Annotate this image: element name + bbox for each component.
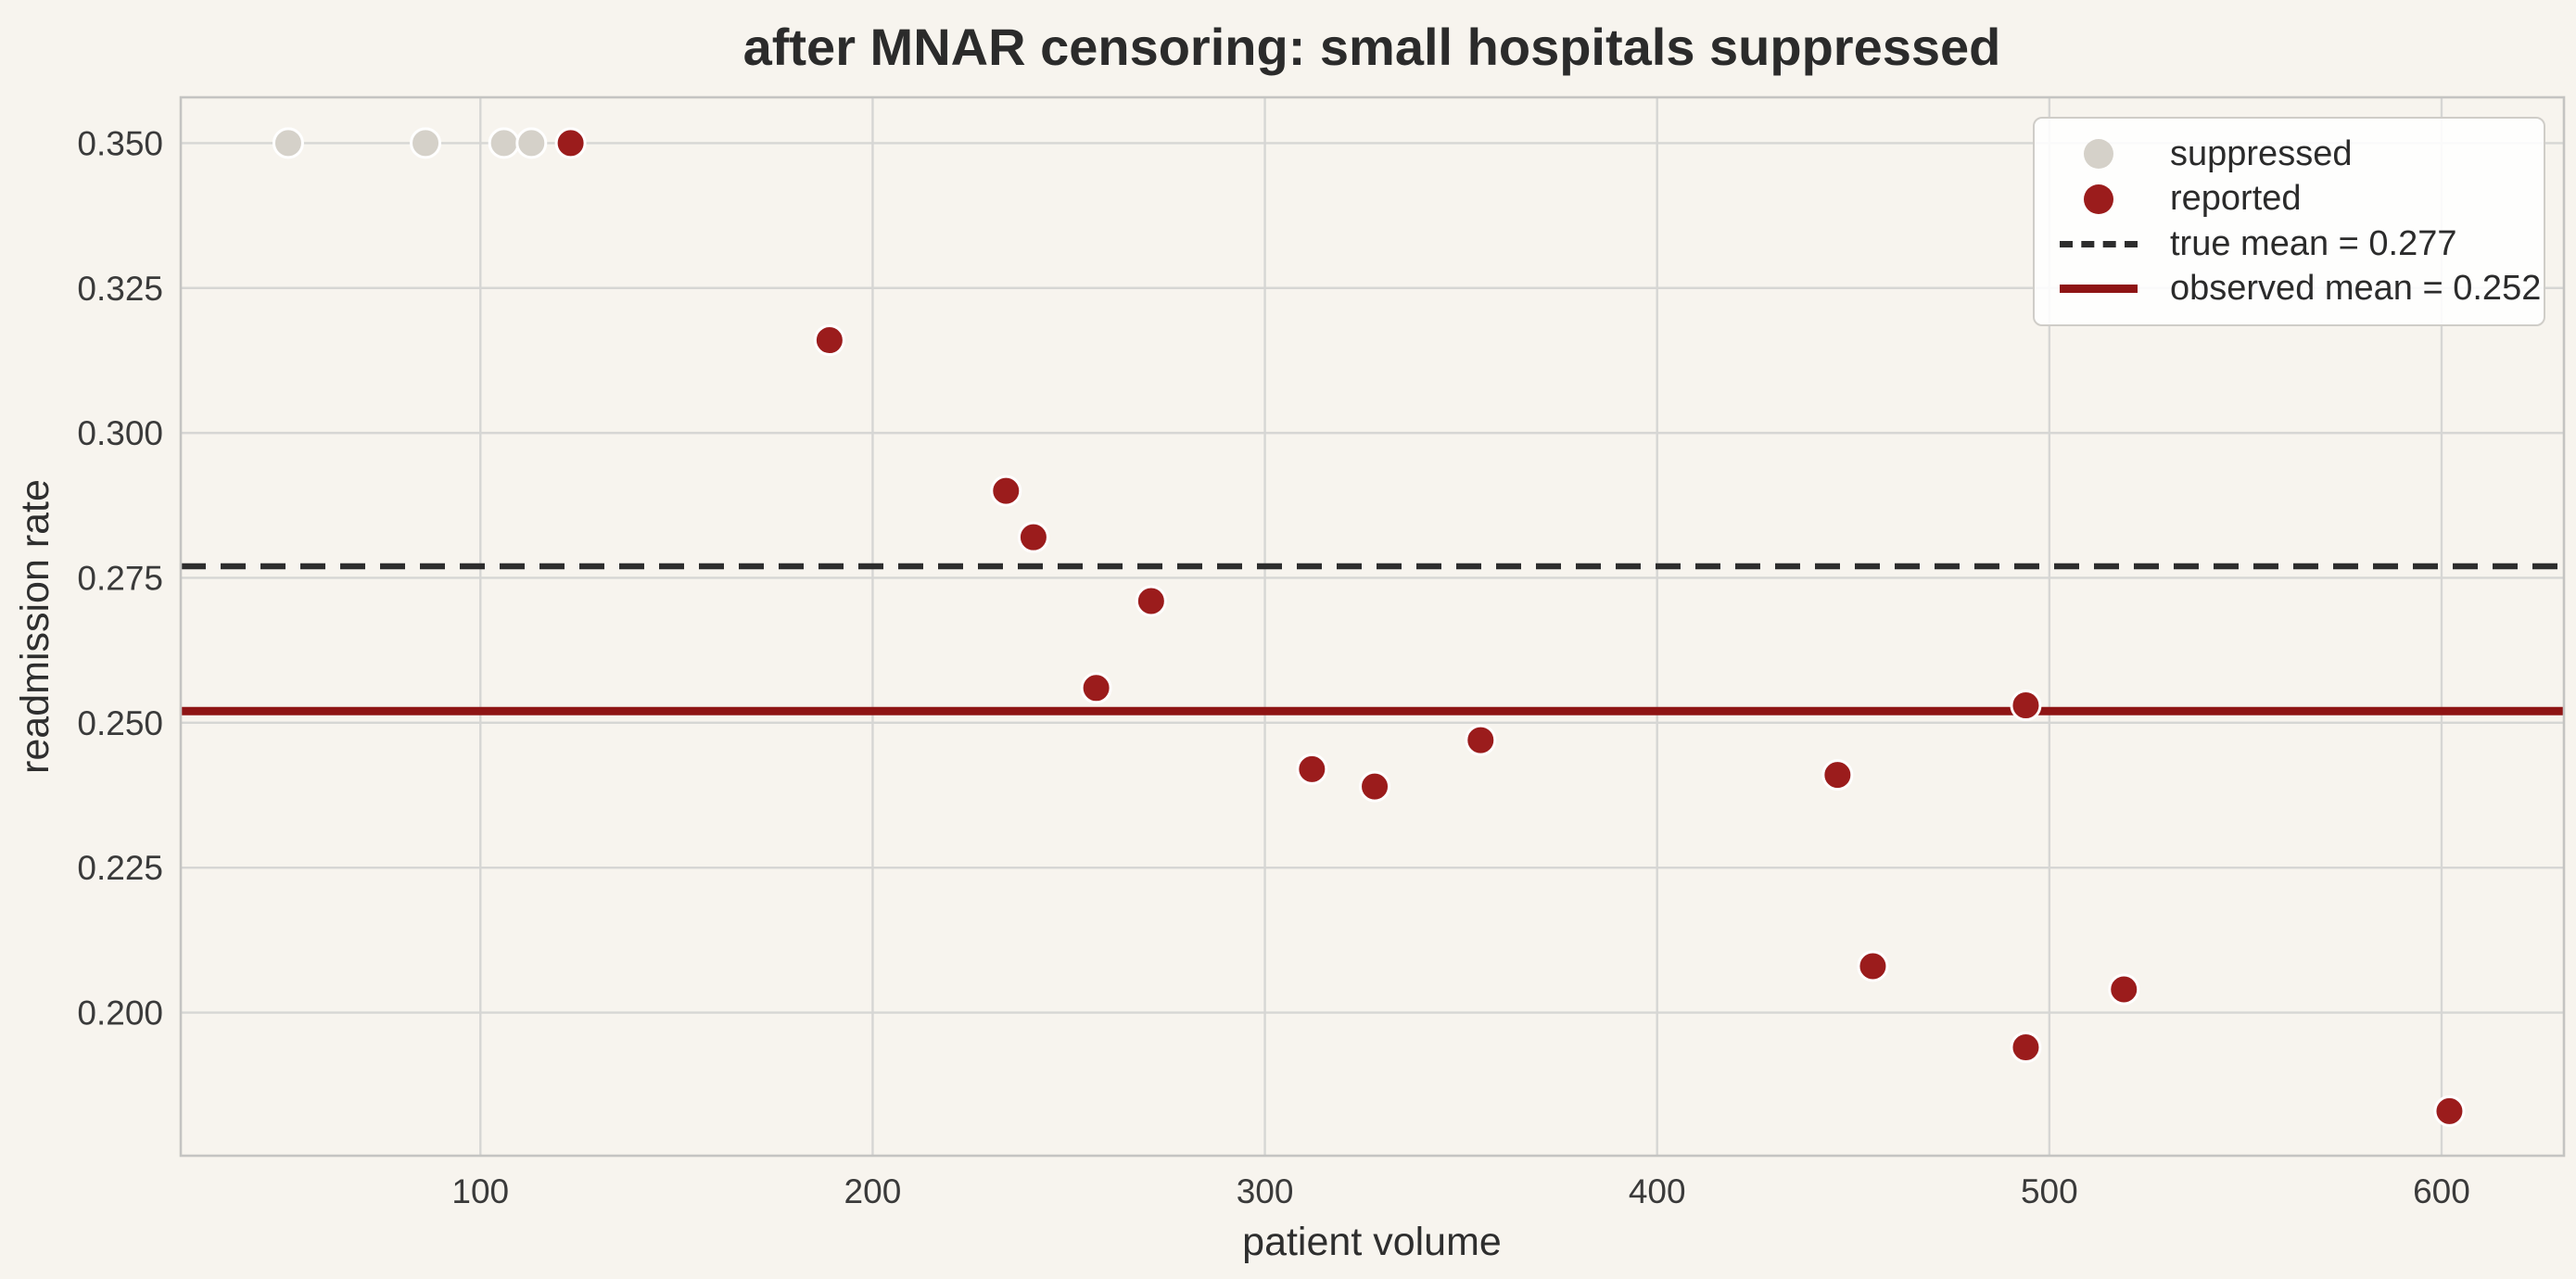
reported-point <box>2010 690 2042 722</box>
reported-point <box>1080 672 1112 704</box>
scatter-points-layer <box>272 127 2466 1127</box>
suppressed-point <box>410 127 442 159</box>
reported-point <box>990 475 1022 507</box>
legend-item-suppressed: suppressed <box>2059 134 2519 174</box>
legend-dot-icon <box>2059 184 2138 214</box>
reported-point <box>1821 759 1854 791</box>
reported-point <box>1135 585 1167 617</box>
reported-point <box>554 127 587 159</box>
reported-point <box>2010 1032 2042 1064</box>
reported-point <box>2108 973 2140 1006</box>
reported-point <box>1857 950 1889 982</box>
legend-label: true mean = 0.277 <box>2170 223 2457 263</box>
x-axis-label: patient volume <box>1242 1220 1502 1264</box>
legend-item-true: true mean = 0.277 <box>2059 224 2519 264</box>
y-axis-label: readmission rate <box>13 479 57 774</box>
dot-swatch <box>2084 139 2113 170</box>
x-tick-label: 300 <box>1237 1172 1294 1210</box>
x-tick-label: 200 <box>844 1172 902 1210</box>
dashed-line-swatch <box>2060 240 2138 247</box>
y-tick-label: 0.325 <box>77 270 163 308</box>
suppressed-point <box>272 127 304 159</box>
x-tick-label: 500 <box>2021 1172 2078 1210</box>
legend-label: observed mean = 0.252 <box>2170 269 2542 309</box>
x-tick-label: 100 <box>451 1172 509 1210</box>
legend: suppressed reported true mean = 0.277 obser… <box>2033 117 2545 326</box>
reported-point <box>1465 724 1497 756</box>
y-tick-label: 0.200 <box>77 994 163 1032</box>
solid-line-swatch <box>2060 285 2138 294</box>
legend-item-observed: observed mean = 0.252 <box>2059 269 2541 309</box>
y-tick-label: 0.350 <box>77 124 163 162</box>
legend-label: reported <box>2170 179 2302 219</box>
legend-label: suppressed <box>2170 133 2353 173</box>
suppressed-point <box>488 127 520 159</box>
x-tick-label: 400 <box>1629 1172 1686 1210</box>
legend-item-reported: reported <box>2059 179 2519 219</box>
y-tick-label: 0.275 <box>77 559 163 597</box>
mean-lines-layer <box>181 563 2564 715</box>
reported-point <box>1296 753 1328 785</box>
legend-line-icon <box>2059 240 2138 247</box>
reported-point <box>1359 770 1391 803</box>
y-tick-label: 0.225 <box>77 849 163 887</box>
y-tick-label: 0.250 <box>77 704 163 742</box>
reported-point <box>813 324 845 357</box>
chart-title: after MNAR censoring: small hospitals su… <box>743 18 2001 76</box>
plot-frame <box>179 95 2566 1158</box>
suppressed-point <box>515 127 548 159</box>
x-tick-label: 600 <box>2413 1172 2470 1210</box>
dot-swatch <box>2084 184 2113 214</box>
tick-labels-layer: 100 200 300 400 500 600 0.200 0.225 0.250 0.275 0.… <box>77 124 2469 1210</box>
axes-spines <box>179 95 2566 1158</box>
legend-line-icon <box>2059 285 2138 294</box>
legend-dot-icon <box>2059 139 2138 170</box>
reported-point <box>1017 521 1049 553</box>
reported-point <box>2433 1095 2466 1127</box>
y-tick-label: 0.300 <box>77 414 163 452</box>
